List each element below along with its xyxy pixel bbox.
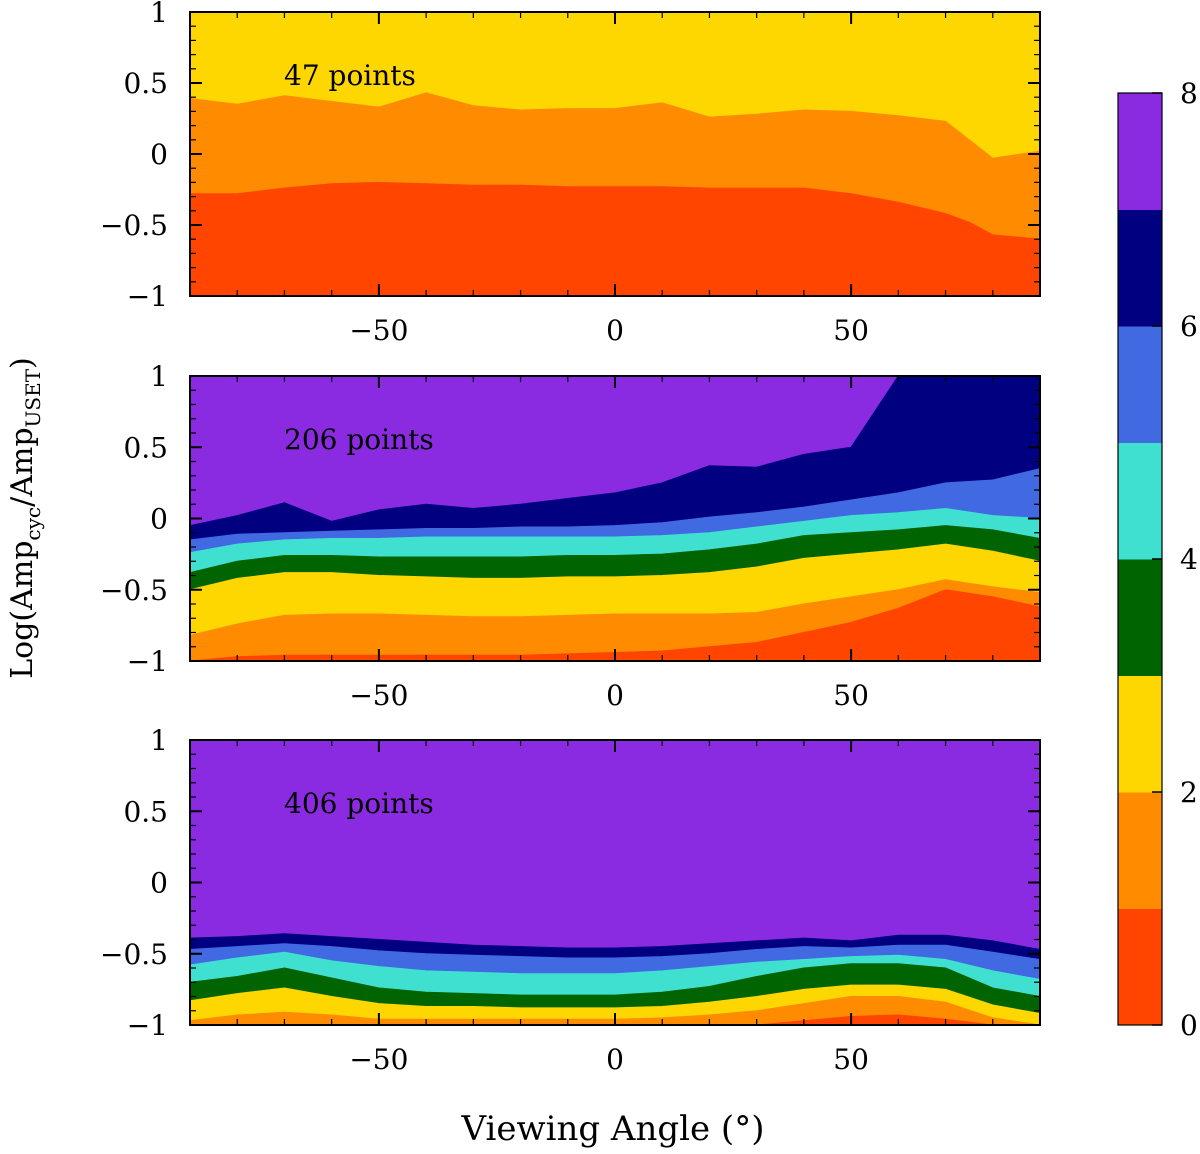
colorbar-tick-label: 6	[1180, 310, 1198, 343]
panel-1-ytick-label: −0.5	[100, 209, 168, 242]
panel-2-xtick-label: 0	[606, 679, 624, 712]
panel-1-annotation: 47 points	[284, 59, 416, 92]
colorbar-segment-5	[1118, 326, 1162, 443]
panel-1-xtick-label: 50	[833, 314, 869, 347]
panel-1-ytick-label: 0.5	[123, 67, 168, 100]
panel-1-band-0	[189, 181, 1041, 297]
colorbar-tick-label: 4	[1180, 543, 1198, 576]
panel-3-ytick-label: 1	[150, 724, 168, 757]
colorbar-segment-7	[1118, 93, 1162, 210]
y-axis-label: Log(Ampcyc/AmpUSET)	[5, 357, 45, 679]
colorbar-tick-label: 0	[1180, 1009, 1198, 1042]
panel-3-annotation: 406 points	[284, 787, 434, 820]
colorbar-segment-4	[1118, 442, 1162, 560]
panel-2-ytick-label: 0.5	[123, 431, 168, 464]
colorbar-tick-label: 8	[1180, 77, 1198, 110]
panel-3-xtick-label: 50	[833, 1043, 869, 1076]
colorbar-segment-0	[1118, 908, 1162, 1026]
panel-1-ytick-label: −1	[127, 280, 168, 313]
panel-2-ytick-label: −0.5	[100, 574, 168, 607]
colorbar-segment-3	[1118, 559, 1162, 676]
colorbar-segment-2	[1118, 675, 1162, 793]
colorbar-segment-1	[1118, 792, 1162, 909]
panel-1-xtick-label: −50	[349, 314, 408, 347]
colorbar-tick-label: 2	[1180, 776, 1198, 809]
colorbar-segment-6	[1118, 209, 1162, 327]
panel-2-xtick-label: −50	[349, 679, 408, 712]
panel-1-ytick-label: 1	[150, 0, 168, 29]
panel-3-ytick-label: 0.5	[123, 795, 168, 828]
panel-3-xtick-label: −50	[349, 1043, 408, 1076]
panel-2-band-0	[189, 589, 1041, 662]
y-label-prefix: Log(Amp	[5, 541, 40, 679]
panel-1-xtick-label: 0	[606, 314, 624, 347]
panel-3-ytick-label: −1	[127, 1009, 168, 1042]
y-label-sub2: USET	[21, 368, 45, 427]
x-axis-label: Viewing Angle (°)	[461, 1109, 765, 1149]
y-label-suffix: )	[5, 357, 40, 369]
panel-2-ytick-label: 0	[150, 503, 168, 536]
panel-3-ytick-label: −0.5	[100, 938, 168, 971]
panel-2-ytick-label: −1	[127, 645, 168, 678]
y-label-mid: /Amp	[5, 427, 40, 506]
panel-1-ytick-label: 0	[150, 138, 168, 171]
y-label-sub1: cyc	[21, 507, 45, 541]
panel-2-ytick-label: 1	[150, 360, 168, 393]
panel-2-xtick-label: 50	[833, 679, 869, 712]
panel-3-ytick-label: 0	[150, 867, 168, 900]
panel-3-xtick-label: 0	[606, 1043, 624, 1076]
panel-2-annotation: 206 points	[284, 423, 434, 456]
